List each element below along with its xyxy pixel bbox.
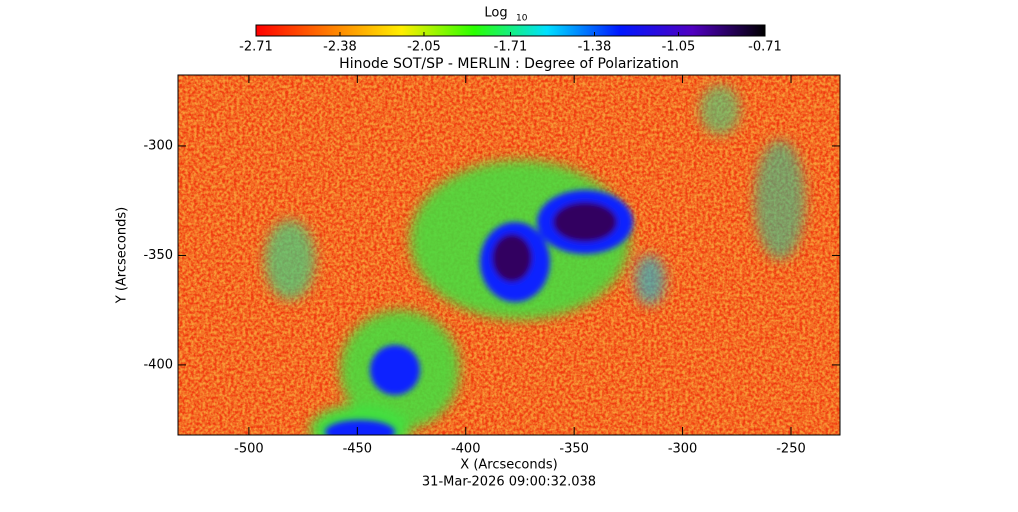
colorbar-label: Log — [484, 6, 507, 21]
x-tick-label: -450 — [343, 442, 373, 457]
x-tick-label: -500 — [234, 442, 264, 457]
colorbar-tick-label: -0.71 — [748, 40, 782, 55]
x-tick-label: -350 — [559, 442, 589, 457]
y-axis-label: Y (Arcseconds) — [115, 207, 130, 304]
colorbar-tick-label: -1.05 — [662, 40, 696, 55]
colorbar-tick-label: -2.71 — [239, 40, 273, 55]
y-tick-label: -400 — [143, 357, 173, 372]
x-axis-label: X (Arcseconds) — [460, 458, 557, 473]
x-tick-label: -250 — [776, 442, 806, 457]
y-tick-label: -300 — [143, 138, 173, 153]
y-tick-label: -350 — [143, 248, 173, 263]
colorbar-tick-label: -1.71 — [494, 40, 528, 55]
x-tick-label: -300 — [668, 442, 698, 457]
x-tick-label: -400 — [451, 442, 481, 457]
chart-title: Hinode SOT/SP - MERLIN : Degree of Polar… — [339, 56, 679, 72]
colorbar-tick-label: -1.38 — [578, 40, 612, 55]
polarization-image — [178, 75, 840, 435]
colorbar-tick-label: -2.38 — [323, 40, 357, 55]
timestamp: 31-Mar-2026 09:00:32.038 — [422, 475, 596, 490]
colorbar-label-subscript: 10 — [516, 14, 528, 24]
colorbar-tick-label: -2.05 — [407, 40, 441, 55]
